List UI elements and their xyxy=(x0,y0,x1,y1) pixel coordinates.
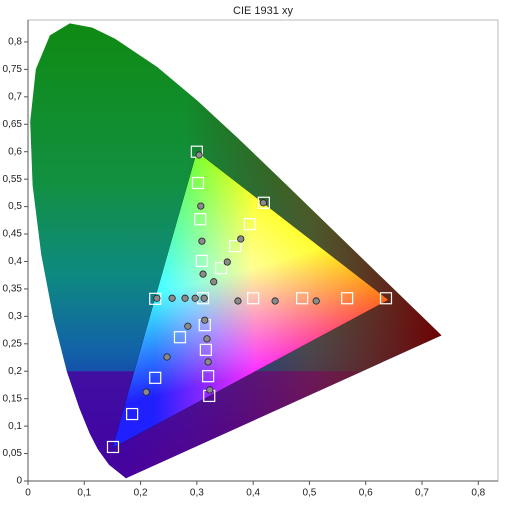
x-tick-label: 0,6 xyxy=(359,488,373,499)
measured-marker xyxy=(191,294,199,302)
gamut-layer xyxy=(112,151,389,449)
y-tick-label: 0,25 xyxy=(3,338,23,349)
y-tick-label: 0,75 xyxy=(3,64,23,75)
measured-marker xyxy=(200,294,208,302)
x-tick-label: 0 xyxy=(25,488,31,499)
target-marker xyxy=(194,213,207,226)
target-marker xyxy=(195,254,209,268)
y-tick-label: 0,6 xyxy=(8,146,22,157)
y-tick-label: 0 xyxy=(16,476,22,487)
target-marker xyxy=(126,407,139,421)
y-tick-label: 0,3 xyxy=(8,311,22,322)
target-marker xyxy=(149,371,162,384)
target-marker xyxy=(257,196,270,209)
y-tick-label: 0,45 xyxy=(3,229,23,240)
y-tick-label: 0,1 xyxy=(8,421,22,432)
x-tick-label: 0,1 xyxy=(77,488,91,499)
y-tick-label: 0,15 xyxy=(3,393,23,404)
y-tick-label: 0,65 xyxy=(3,119,23,130)
target-marker xyxy=(202,370,215,383)
measured-marker xyxy=(163,353,171,361)
target-marker xyxy=(341,292,354,305)
y-tick-label: 0,35 xyxy=(3,284,23,295)
measured-marker xyxy=(210,278,218,286)
y-tick-label: 0,8 xyxy=(8,37,22,48)
measured-marker xyxy=(201,316,209,324)
y-tick-label: 0,5 xyxy=(8,201,22,212)
target-marker xyxy=(173,331,187,344)
measured-marker xyxy=(181,294,189,302)
measured-marker xyxy=(153,294,161,302)
measured-marker xyxy=(223,258,231,266)
x-tick-label: 0,3 xyxy=(190,488,204,499)
measured-marker xyxy=(234,297,242,305)
measured-marker xyxy=(203,335,211,343)
y-tick-label: 0,2 xyxy=(8,366,22,377)
measured-marker xyxy=(199,270,207,278)
x-tick-label: 0,2 xyxy=(134,488,148,499)
target-marker xyxy=(191,176,205,190)
measured-marker xyxy=(184,322,192,330)
target-marker xyxy=(199,343,212,356)
chart-title: CIE 1931 xy xyxy=(233,5,293,17)
y-tick-label: 0,4 xyxy=(8,256,22,267)
x-tick-label: 0,7 xyxy=(415,488,429,499)
x-tick-label: 0,5 xyxy=(302,488,316,499)
target-marker xyxy=(214,261,228,275)
measured-marker xyxy=(206,386,214,394)
target-marker xyxy=(296,292,309,305)
measured-marker xyxy=(198,237,206,245)
target-marker xyxy=(229,240,242,253)
measured-marker xyxy=(142,388,150,396)
measured-marker xyxy=(271,297,279,305)
y-tick-label: 0,7 xyxy=(8,91,22,102)
x-tick-label: 0,4 xyxy=(246,488,260,499)
target-marker xyxy=(149,292,162,305)
measured-marker xyxy=(197,202,205,210)
target-marker xyxy=(243,218,256,231)
measured-marker xyxy=(312,297,320,305)
x-tick-label: 0,8 xyxy=(471,488,485,499)
measured-marker xyxy=(168,294,176,302)
target-marker xyxy=(379,292,393,305)
measured-marker xyxy=(259,199,267,207)
gamut-fill xyxy=(112,151,389,449)
target-marker xyxy=(247,292,260,305)
measured-marker xyxy=(204,358,212,366)
measured-marker xyxy=(237,235,245,243)
y-tick-label: 0,55 xyxy=(3,174,23,185)
measured-marker xyxy=(195,151,203,159)
target-marker xyxy=(106,440,120,454)
y-tick-label: 0,05 xyxy=(3,448,23,459)
